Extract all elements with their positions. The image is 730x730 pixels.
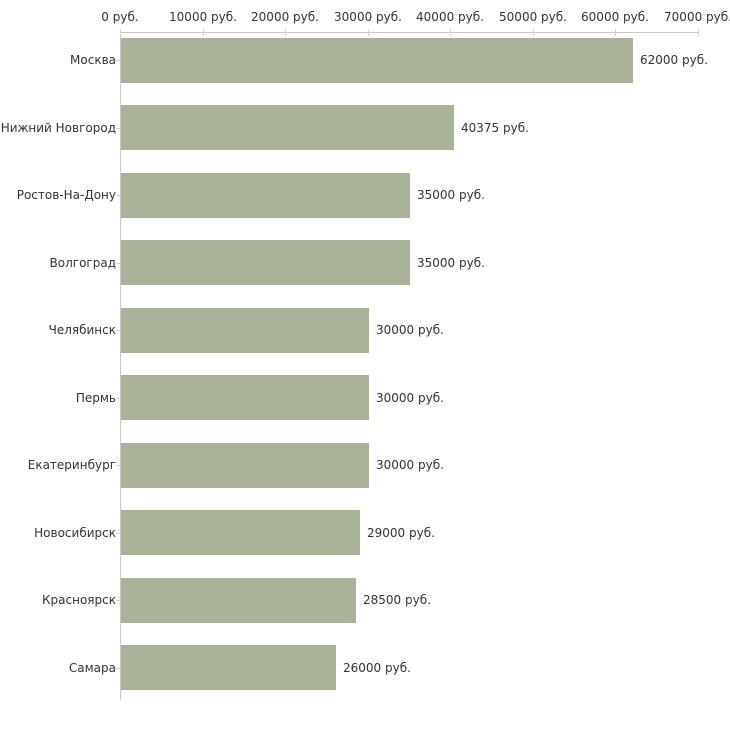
bar <box>121 173 410 218</box>
y-axis-tick <box>116 668 120 669</box>
bar <box>121 578 356 623</box>
bar <box>121 645 336 690</box>
x-tick-label: 10000 руб. <box>169 10 237 24</box>
bar-value-label: 28500 руб. <box>363 593 431 607</box>
y-axis-tick <box>116 600 120 601</box>
y-axis-line <box>120 32 121 700</box>
x-tick-label: 20000 руб. <box>251 10 319 24</box>
bar <box>121 443 369 488</box>
y-axis-tick <box>116 263 120 264</box>
category-label: Ростов-На-Дону <box>16 188 116 202</box>
x-tick-label: 70000 руб. <box>664 10 730 24</box>
x-axis-tick <box>285 29 286 36</box>
x-tick-label: 50000 руб. <box>499 10 567 24</box>
bar-value-label: 29000 руб. <box>367 526 435 540</box>
y-axis-tick <box>116 330 120 331</box>
category-label: Екатеринбург <box>27 458 116 472</box>
bar-value-label: 30000 руб. <box>376 391 444 405</box>
x-axis-tick <box>533 29 534 36</box>
category-label: Нижний Новгород <box>0 121 116 135</box>
x-tick-label: 60000 руб. <box>581 10 649 24</box>
x-axis-tick <box>698 29 699 36</box>
category-label: Москва <box>70 53 116 67</box>
category-label: Новосибирск <box>34 526 116 540</box>
category-label: Челябинск <box>48 323 116 337</box>
bar <box>121 375 369 420</box>
bar-value-label: 35000 руб. <box>417 188 485 202</box>
y-axis-tick <box>116 465 120 466</box>
category-label: Самара <box>68 661 116 675</box>
bar-value-label: 30000 руб. <box>376 323 444 337</box>
x-axis-tick <box>120 29 121 36</box>
x-tick-label: 0 руб. <box>101 10 139 24</box>
bar <box>121 105 454 150</box>
y-axis-tick <box>116 533 120 534</box>
x-axis-tick <box>450 29 451 36</box>
bar-value-label: 40375 руб. <box>461 121 529 135</box>
bar <box>121 240 410 285</box>
x-tick-label: 40000 руб. <box>416 10 484 24</box>
x-tick-label: 30000 руб. <box>334 10 402 24</box>
category-label: Красноярск <box>42 593 116 607</box>
x-axis-tick <box>203 29 204 36</box>
y-axis-tick <box>116 128 120 129</box>
category-label: Волгоград <box>49 256 116 270</box>
bar-value-label: 35000 руб. <box>417 256 485 270</box>
x-axis-tick <box>615 29 616 36</box>
y-axis-tick <box>116 195 120 196</box>
bar-value-label: 26000 руб. <box>343 661 411 675</box>
x-axis-tick <box>368 29 369 36</box>
bar <box>121 308 369 353</box>
y-axis-tick <box>116 60 120 61</box>
bar-value-label: 62000 руб. <box>640 53 708 67</box>
bar <box>121 510 360 555</box>
bar-value-label: 30000 руб. <box>376 458 444 472</box>
bar <box>121 38 633 83</box>
x-axis-line <box>120 32 698 33</box>
y-axis-tick <box>116 398 120 399</box>
category-label: Пермь <box>75 391 116 405</box>
